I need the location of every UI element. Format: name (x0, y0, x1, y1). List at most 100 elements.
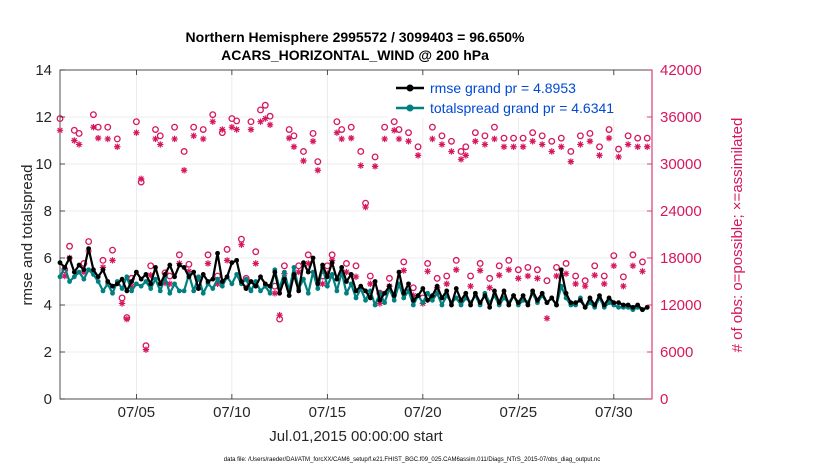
rmse-point (482, 293, 488, 298)
rmse-point (401, 290, 407, 296)
rmse-point (635, 302, 641, 308)
obs-possible-point (109, 246, 116, 254)
obs-possible-point (619, 273, 627, 281)
rmse-point (157, 281, 163, 287)
rmse-point (76, 262, 82, 268)
rmse-point (205, 279, 211, 284)
totalspread-point (71, 274, 77, 280)
obs-possible-point (424, 260, 432, 267)
totalspread-point (86, 267, 92, 273)
x-tick-label: 07/15 (309, 404, 347, 421)
obs-possible-point (438, 132, 446, 140)
obs-assimilated-point (448, 148, 455, 155)
totalspread-point (315, 286, 321, 291)
rmse-point (119, 276, 125, 282)
obs-possible-point (338, 126, 346, 133)
obs-possible-point (452, 256, 460, 264)
obs-assimilated-point (295, 268, 302, 276)
chart-title-line2: ACARS_HORIZONTAL_WIND @ 200 hPa (221, 47, 489, 63)
totalspread-point (353, 295, 359, 301)
obs-possible-point (448, 137, 455, 145)
obs-possible-point (529, 129, 537, 137)
rmse-point (162, 272, 168, 277)
obs-possible-point (481, 132, 489, 140)
totalspread-point (76, 269, 82, 275)
totalspread-point (363, 297, 368, 303)
rmse-point (410, 297, 416, 303)
obs-possible-point (576, 132, 584, 140)
obs-assimilated-point (524, 272, 532, 280)
totalspread-point (167, 290, 173, 296)
obs-assimilated-point (271, 290, 279, 297)
obs-possible-point (366, 272, 374, 280)
obs-possible-point (113, 135, 121, 143)
obs-assimilated-point (262, 115, 269, 122)
rmse-point (625, 302, 631, 308)
obs-assimilated-point (214, 280, 221, 288)
obs-assimilated-point (577, 141, 584, 148)
rmse-point (558, 267, 564, 273)
totalspread-point (429, 297, 435, 303)
obs-possible-point (156, 132, 164, 140)
rmse-point (525, 302, 531, 308)
obs-assimilated-point (519, 143, 527, 150)
totalspread-point (153, 276, 158, 282)
totalspread-point (329, 272, 335, 277)
totalspread-point (267, 290, 273, 296)
rmse-point (344, 279, 349, 284)
obs-possible-point (548, 137, 556, 145)
rmse-point (492, 288, 497, 294)
obs-possible-point (443, 272, 451, 280)
rmse-point (253, 283, 259, 289)
obs-assimilated-point (128, 283, 135, 290)
obs-assimilated-point (204, 260, 212, 267)
obs-assimilated-point (534, 275, 541, 282)
rmse-point (329, 260, 335, 266)
rmse-point (468, 302, 473, 308)
obs-possible-point (89, 111, 97, 119)
rmse-point (296, 288, 302, 294)
obs-possible-point (66, 242, 73, 250)
obs-assimilated-point (376, 300, 384, 307)
obs-possible-point (309, 129, 317, 137)
rmse-point (267, 283, 273, 289)
obs-possible-point (395, 126, 403, 133)
totalspread-point (57, 274, 63, 280)
obs-possible-point (199, 126, 207, 133)
obs-assimilated-point (333, 129, 341, 136)
obs-possible-point (486, 274, 494, 282)
obs-possible-point (510, 134, 517, 142)
y-tick-label-left: 6 (44, 250, 52, 267)
obs-possible-point (185, 260, 193, 268)
obs-possible-point (175, 251, 183, 259)
x-tick-label: 07/10 (213, 404, 251, 421)
totalspread-point (391, 297, 397, 303)
rmse-point (133, 269, 139, 275)
obs-possible-point (261, 101, 269, 109)
rmse-point (391, 293, 397, 298)
totalspread-point (291, 265, 297, 270)
rmse-point (458, 297, 464, 303)
obs-assimilated-point (629, 262, 637, 270)
obs-assimilated-point (462, 152, 470, 159)
y-tick-label-right: 6000 (660, 344, 693, 361)
obs-possible-point (280, 262, 288, 270)
obs-possible-point (514, 266, 522, 274)
obs-possible-point (586, 129, 594, 137)
y-axis-label-right: # of obs: o=possible; ×=assimilated (729, 118, 746, 353)
chart-title-line1: Northern Hemisphere 2995572 / 3099403 = … (186, 29, 525, 45)
obs-assimilated-point (424, 268, 431, 275)
obs-possible-point (543, 277, 551, 285)
obs-possible-point (99, 256, 107, 264)
rmse-point (172, 274, 177, 280)
obs-assimilated-point (548, 148, 555, 155)
rmse-point (515, 300, 521, 306)
totalspread-point (372, 302, 378, 308)
obs-assimilated-point (285, 134, 293, 142)
obs-possible-point (400, 258, 408, 266)
obs-assimilated-point (481, 141, 489, 148)
rmse-point (210, 276, 216, 282)
obs-possible-point (152, 126, 159, 133)
obs-possible-point (533, 266, 541, 274)
